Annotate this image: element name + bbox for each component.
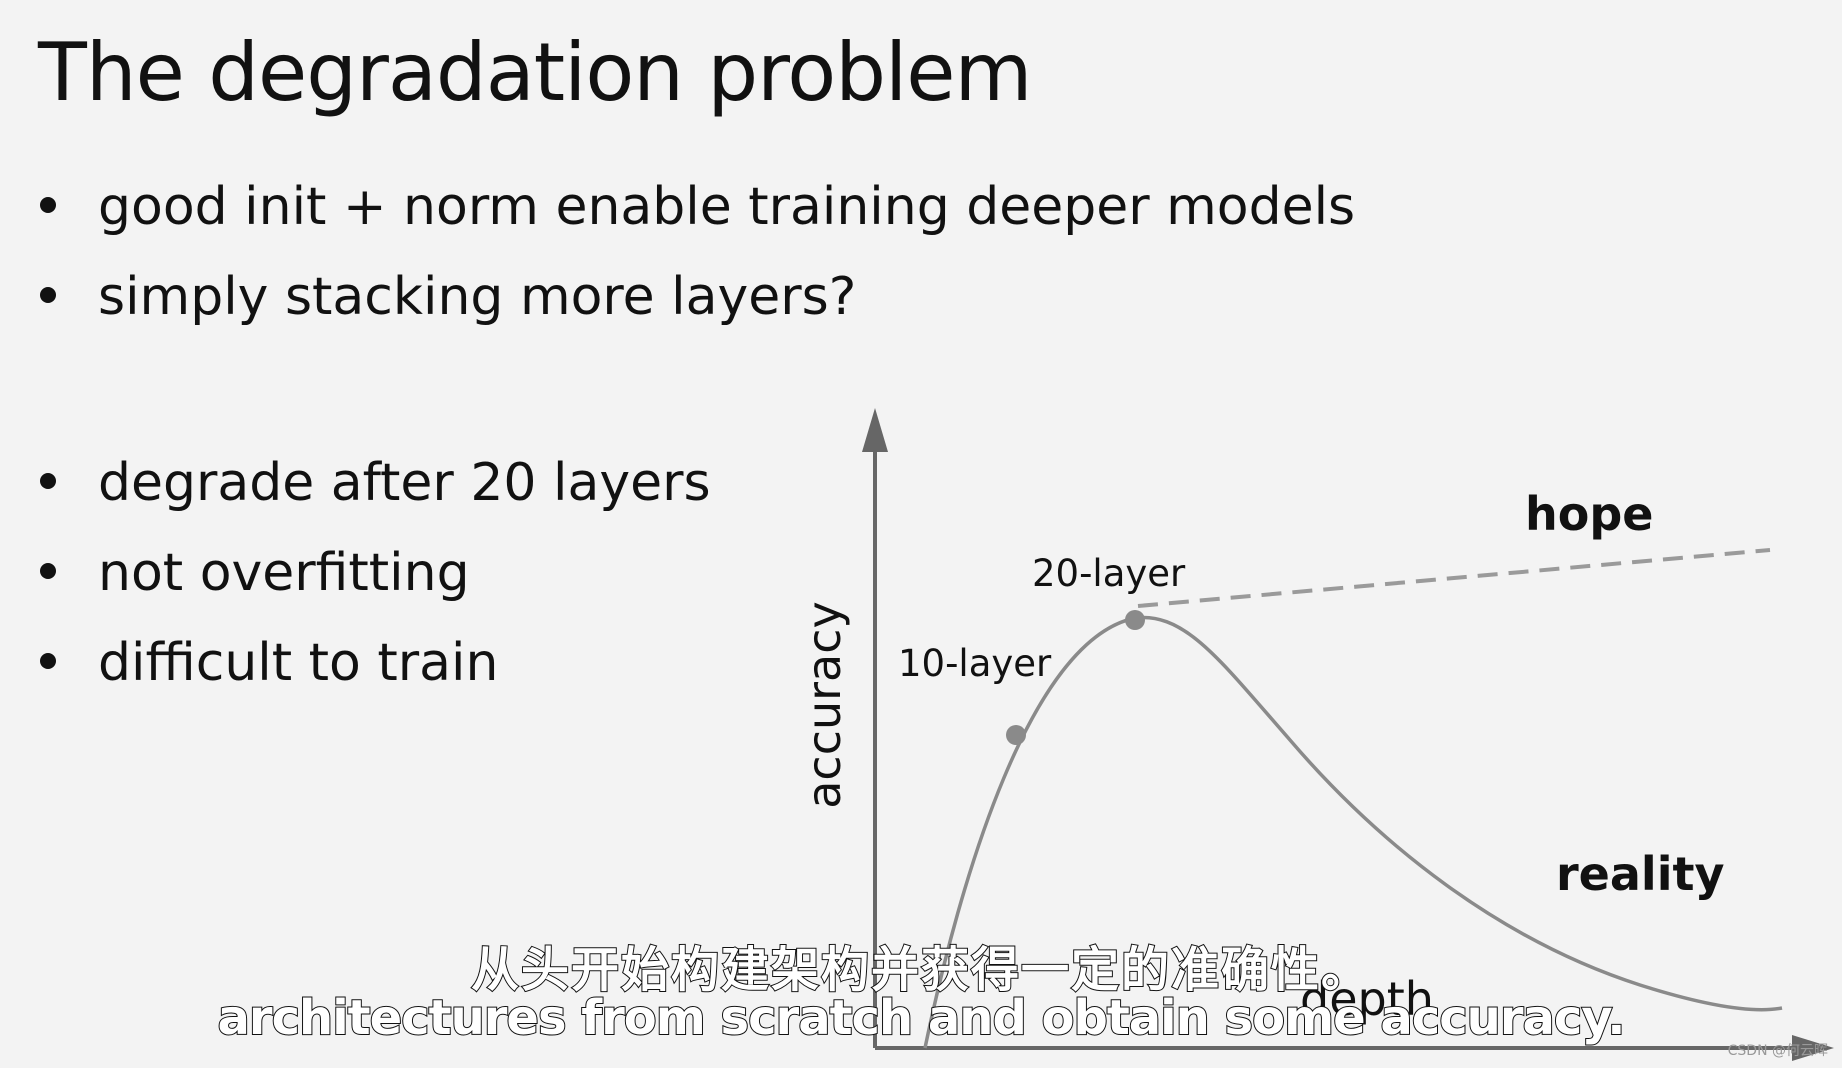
bullet-text: degrade after 20 layers bbox=[98, 453, 711, 513]
bullet-item: simply stacking more layers? bbox=[38, 252, 1355, 342]
x-axis-label: depth bbox=[1300, 972, 1434, 1026]
label-20-layer: 20-layer bbox=[1032, 552, 1186, 595]
reality-label: reality bbox=[1556, 847, 1724, 901]
x-axis-arrow-icon bbox=[1792, 1035, 1834, 1061]
bullet-dot-icon bbox=[40, 287, 56, 303]
bullet-dot-icon bbox=[40, 197, 56, 213]
bullet-dot-icon bbox=[40, 653, 56, 669]
bullet-text: simply stacking more layers? bbox=[98, 267, 857, 327]
bullet-dot-icon bbox=[40, 563, 56, 579]
watermark: CSDN @何云晖 bbox=[1727, 1043, 1828, 1059]
bullet-item: difficult to train bbox=[38, 618, 711, 708]
subtitle-english: architectures from scratch and obtain so… bbox=[217, 989, 1627, 1047]
bullet-dot-icon bbox=[40, 473, 56, 489]
bullet-item: degrade after 20 layers bbox=[38, 438, 711, 528]
hope-label: hope bbox=[1525, 487, 1653, 541]
label-10-layer: 10-layer bbox=[898, 642, 1052, 685]
subtitle-chinese: 从头开始构建架构并获得一定的准确性。 bbox=[470, 941, 1371, 999]
point-10-layer bbox=[1006, 725, 1026, 745]
reality-curve bbox=[923, 615, 1783, 1049]
bullet-text: good init + norm enable training deeper … bbox=[98, 177, 1356, 237]
hope-dashed-line bbox=[1137, 548, 1771, 608]
bullet-item: good init + norm enable training deeper … bbox=[38, 162, 1355, 252]
bullet-text: difficult to train bbox=[98, 633, 499, 693]
point-20-layer bbox=[1125, 610, 1145, 630]
y-axis-arrow-icon bbox=[862, 408, 888, 452]
bullet-list-bottom: degrade after 20 layers not overfitting … bbox=[38, 438, 711, 708]
bullet-item: not overfitting bbox=[38, 528, 711, 618]
bullet-text: not overfitting bbox=[98, 543, 470, 603]
y-axis-label: accuracy bbox=[797, 601, 851, 809]
slide-title: The degradation problem bbox=[38, 26, 1032, 119]
bullet-list-top: good init + norm enable training deeper … bbox=[38, 162, 1355, 342]
